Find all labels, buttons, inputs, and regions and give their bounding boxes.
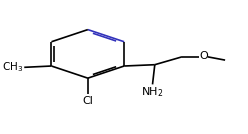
Text: NH$_2$: NH$_2$	[141, 85, 164, 99]
Text: O: O	[199, 51, 208, 61]
Text: Cl: Cl	[82, 96, 93, 106]
Text: CH$_3$: CH$_3$	[2, 60, 23, 74]
